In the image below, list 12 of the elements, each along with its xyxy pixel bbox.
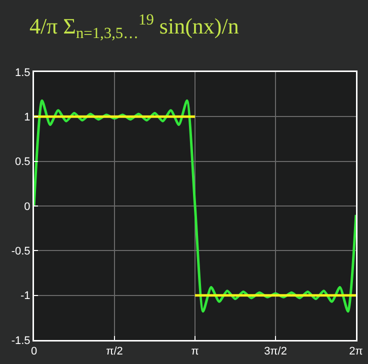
y-tick-label: 0 [24,200,30,213]
x-tick-label: π [191,346,200,358]
y-tick-label: -0.5 [11,246,30,258]
y-tick-label: 0.5 [15,156,30,168]
x-tick-label: π/2 [106,346,123,358]
y-tick-label: -1.5 [11,334,30,347]
x-tick-label: 2π [349,346,364,358]
chart-title: 4/π Σ$_{n=1,3,5…}$$^{19}$ sin(nx)/n [29,11,239,42]
y-tick-label: 1 [24,112,30,124]
x-tick-label: 3π/2 [264,346,287,358]
y-tick-label: 1.5 [15,66,30,79]
y-tick-label: -1 [20,290,30,302]
